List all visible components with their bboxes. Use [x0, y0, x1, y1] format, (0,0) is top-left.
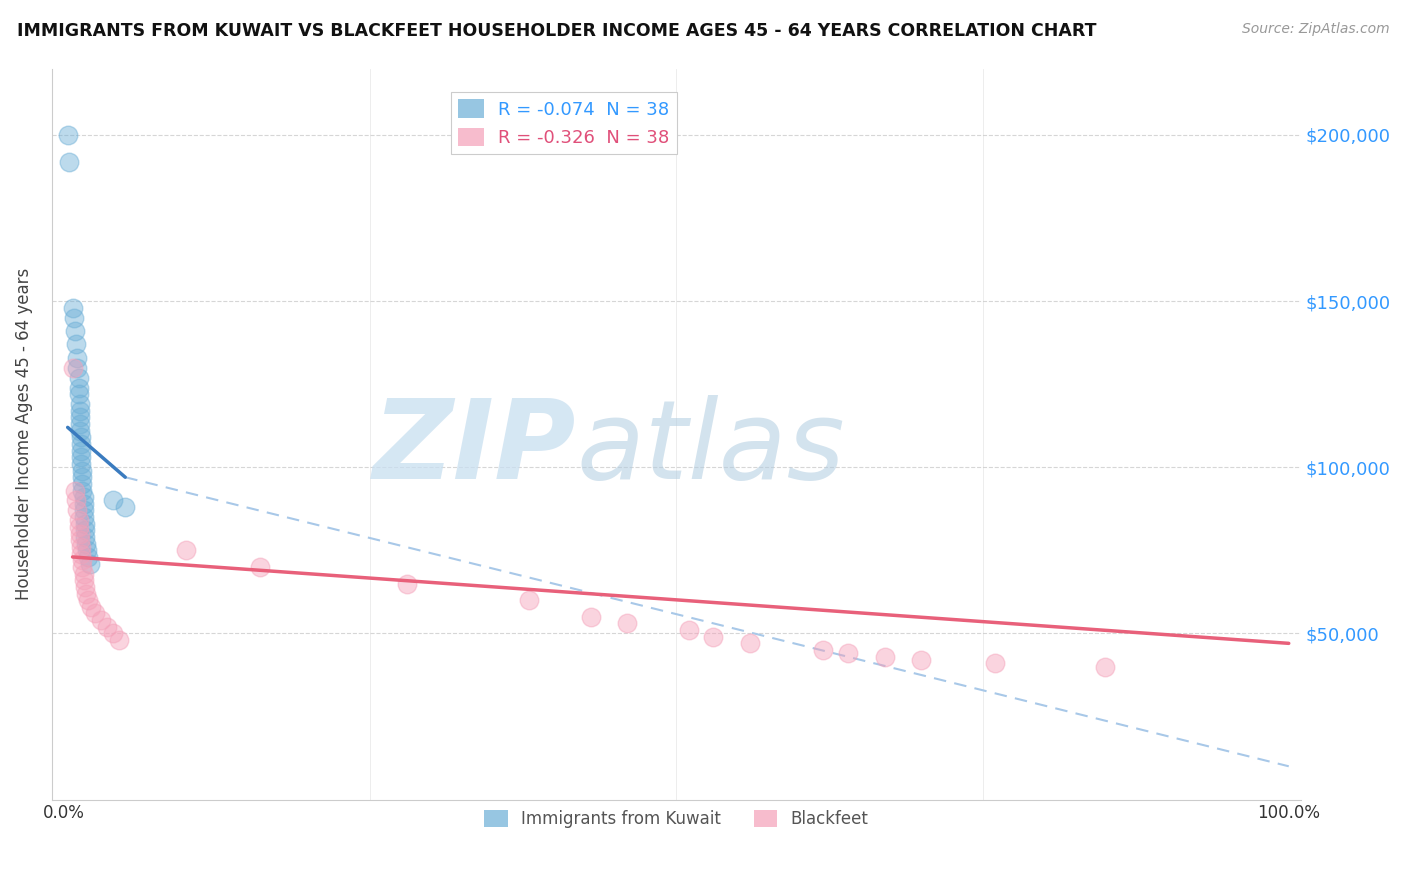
Point [67, 513, 90, 527]
Point [76, 543, 98, 558]
Point [72, 566, 94, 581]
Point [114, 500, 136, 515]
Point [70, 437, 93, 451]
Point [738, 636, 761, 650]
Point [69, 403, 91, 417]
Point [72, 503, 94, 517]
Y-axis label: Householder Income Ages 45 - 64 years: Householder Income Ages 45 - 64 years [15, 268, 32, 600]
Point [395, 576, 418, 591]
Point [73, 516, 96, 531]
Point [70, 547, 93, 561]
Text: ZIP: ZIP [373, 395, 576, 502]
Point [75, 586, 97, 600]
Point [678, 623, 700, 637]
Point [70, 457, 93, 471]
Point [910, 653, 932, 667]
Point [69, 533, 91, 548]
Point [58, 154, 80, 169]
Point [79, 557, 101, 571]
Point [72, 553, 94, 567]
Point [69, 526, 91, 541]
Point [65, 337, 87, 351]
Point [67, 387, 90, 401]
Point [73, 580, 96, 594]
Point [80, 599, 103, 614]
Point [519, 593, 541, 607]
Point [108, 633, 131, 648]
Point [249, 560, 271, 574]
Point [73, 530, 96, 544]
Point [70, 540, 93, 554]
Point [72, 470, 94, 484]
Point [66, 351, 89, 365]
Point [62, 310, 84, 325]
Point [73, 524, 96, 538]
Point [70, 430, 93, 444]
Point [62, 301, 84, 315]
Point [62, 360, 84, 375]
Point [69, 410, 91, 425]
Point [72, 483, 94, 498]
Text: IMMIGRANTS FROM KUWAIT VS BLACKFEET HOUSEHOLDER INCOME AGES 45 - 64 YEARS CORREL: IMMIGRANTS FROM KUWAIT VS BLACKFEET HOUS… [17, 22, 1097, 40]
Point [72, 510, 94, 524]
Text: Source: ZipAtlas.com: Source: ZipAtlas.com [1241, 22, 1389, 37]
Point [837, 646, 859, 660]
Point [65, 493, 87, 508]
Point [873, 649, 896, 664]
Point [69, 397, 91, 411]
Point [75, 536, 97, 550]
Point [72, 573, 94, 587]
Point [77, 593, 100, 607]
Point [96, 620, 118, 634]
Point [90, 613, 112, 627]
Point [66, 503, 89, 517]
Point [83, 607, 105, 621]
Point [70, 443, 93, 458]
Point [813, 643, 835, 657]
Point [66, 360, 89, 375]
Point [579, 609, 602, 624]
Point [101, 626, 124, 640]
Point [56, 128, 79, 142]
Point [67, 370, 90, 384]
Point [176, 543, 198, 558]
Point [63, 483, 86, 498]
Point [72, 560, 94, 574]
Point [72, 464, 94, 478]
Point [69, 424, 91, 438]
Point [69, 417, 91, 431]
Point [702, 630, 724, 644]
Point [70, 450, 93, 465]
Point [1094, 659, 1116, 673]
Point [63, 324, 86, 338]
Point [67, 520, 90, 534]
Text: atlas: atlas [576, 395, 845, 502]
Point [72, 490, 94, 504]
Point [616, 616, 638, 631]
Point [984, 657, 1007, 671]
Point [72, 497, 94, 511]
Point [67, 380, 90, 394]
Legend: Immigrants from Kuwait, Blackfeet: Immigrants from Kuwait, Blackfeet [478, 804, 876, 835]
Point [101, 493, 124, 508]
Point [72, 476, 94, 491]
Point [77, 549, 100, 564]
